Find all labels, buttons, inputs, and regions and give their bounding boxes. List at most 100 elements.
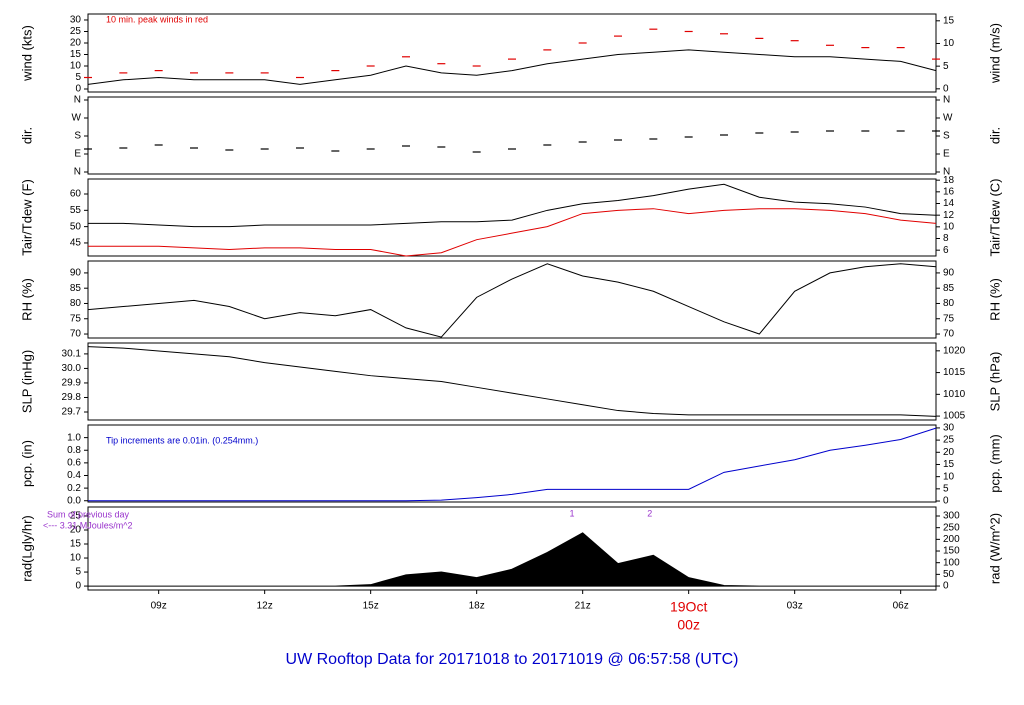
panel-frame	[87, 424, 937, 503]
y2-tick-label: 1020	[943, 345, 966, 356]
y-tick-label: 85	[70, 283, 82, 294]
y2-tick-label: 1005	[943, 411, 966, 422]
y2-tick-label: 10	[943, 38, 955, 49]
chart-title: UW Rooftop Data for 20171018 to 20171019…	[286, 651, 739, 668]
y-tick-label: E	[74, 149, 81, 160]
y-tick-label: 60	[70, 189, 82, 200]
y-tick-label: 30	[70, 15, 82, 26]
y-axis-label: pcp. (in)	[19, 440, 34, 487]
y-tick-label: 70	[70, 329, 82, 340]
x-tick-label: 06z	[893, 601, 909, 612]
annotation: Sum of previous day	[47, 509, 130, 519]
y-tick-label: 50	[70, 221, 82, 232]
y-tick-label: 80	[70, 298, 82, 309]
y-tick-label: 10	[70, 553, 82, 564]
y-tick-label: 0.4	[67, 470, 81, 481]
y-tick-label: N	[74, 167, 81, 178]
y2-tick-label: N	[943, 95, 950, 106]
y2-axis-label: SLP (hPa)	[987, 352, 1002, 412]
x-tick-label: 00z	[677, 617, 700, 633]
y-tick-label: 0	[75, 581, 81, 592]
y2-tick-label: 75	[943, 313, 955, 324]
y-tick-label: 90	[70, 268, 82, 279]
y2-tick-label: 0	[943, 581, 949, 592]
y2-axis-label: Tair/Tdew (C)	[987, 178, 1002, 256]
data-line	[88, 183, 937, 228]
y2-tick-label: 30	[943, 423, 955, 434]
y2-tick-label: 15	[943, 459, 955, 470]
y2-tick-label: 150	[943, 546, 960, 557]
y2-tick-label: 10	[943, 471, 955, 482]
y2-tick-label: 14	[943, 198, 955, 209]
y2-tick-label: 250	[943, 522, 960, 533]
y-tick-label: 5	[75, 567, 81, 578]
peak-label: 1	[570, 508, 575, 518]
y-tick-label: 1.0	[67, 432, 81, 443]
y2-tick-label: 12	[943, 210, 955, 221]
y-tick-label: 20	[70, 525, 82, 536]
y-tick-label: 0.8	[67, 445, 81, 456]
panel-frame	[87, 260, 937, 339]
y-tick-label: 0.6	[67, 458, 81, 469]
x-tick-label: 21z	[575, 601, 591, 612]
y2-tick-label: W	[943, 113, 953, 124]
peak-label: 2	[647, 508, 652, 518]
y2-tick-label: 10	[943, 221, 955, 232]
y-tick-label: S	[74, 131, 81, 142]
data-line	[88, 208, 937, 257]
x-tick-label: 03z	[787, 601, 803, 612]
data-line	[87, 346, 937, 417]
y2-tick-label: 85	[943, 283, 955, 294]
panel-frame	[87, 506, 937, 591]
y2-tick-label: 300	[943, 511, 960, 522]
y2-tick-label: 90	[943, 268, 955, 279]
x-tick-label: 09z	[151, 601, 167, 612]
y2-tick-label: S	[943, 131, 950, 142]
y-axis-label: RH (%)	[19, 278, 34, 321]
y2-tick-label: 80	[943, 298, 955, 309]
data-line	[88, 427, 937, 502]
y2-axis-label: wind (m/s)	[987, 23, 1002, 84]
panel-frame	[87, 96, 937, 175]
panel-frame	[87, 342, 937, 421]
y2-tick-label: 6	[943, 245, 949, 256]
annotation: <--- 3.31 MJoules/m^2	[43, 520, 133, 530]
y2-tick-label: 15	[943, 15, 955, 26]
y-tick-label: 25	[70, 511, 82, 522]
y2-tick-label: 1010	[943, 389, 966, 400]
y2-tick-label: 0	[943, 83, 949, 94]
y-tick-label: N	[74, 95, 81, 106]
data-line	[87, 49, 937, 85]
y2-tick-label: E	[943, 149, 950, 160]
y2-tick-label: 16	[943, 186, 955, 197]
y-axis-label: dir.	[19, 127, 34, 144]
y2-tick-label: 200	[943, 534, 960, 545]
y-tick-label: 30.0	[62, 363, 82, 374]
x-tick-label: 12z	[257, 601, 273, 612]
y2-tick-label: 5	[943, 483, 949, 494]
y2-tick-label: 8	[943, 233, 949, 244]
y-tick-label: 29.9	[62, 378, 82, 389]
y2-tick-label: 20	[943, 447, 955, 458]
y-axis-label: rad(Lgly/hr)	[19, 515, 34, 581]
y-tick-label: 29.8	[62, 392, 82, 403]
y2-axis-label: pcp. (mm)	[987, 434, 1002, 493]
y2-axis-label: dir.	[987, 127, 1002, 144]
y-tick-label: 15	[70, 49, 82, 60]
y-tick-label: 5	[75, 72, 81, 83]
y2-tick-label: 18	[943, 175, 955, 186]
y-tick-label: 29.7	[62, 407, 82, 418]
y-tick-label: 30.1	[62, 349, 82, 360]
y-tick-label: 0.0	[67, 495, 81, 506]
annotation: Tip increments are 0.01in. (0.254mm.)	[106, 435, 258, 445]
y-axis-label: Tair/Tdew (F)	[19, 179, 34, 256]
y-axis-label: wind (kts)	[19, 25, 34, 82]
y2-axis-label: RH (%)	[987, 278, 1002, 321]
y2-tick-label: 1015	[943, 367, 966, 378]
date-label: 19Oct	[670, 599, 707, 615]
y2-axis-label: rad (W/m^2)	[987, 513, 1002, 584]
y-tick-label: 20	[70, 38, 82, 49]
y2-tick-label: 5	[943, 61, 949, 72]
y-axis-label: SLP (inHg)	[19, 350, 34, 413]
